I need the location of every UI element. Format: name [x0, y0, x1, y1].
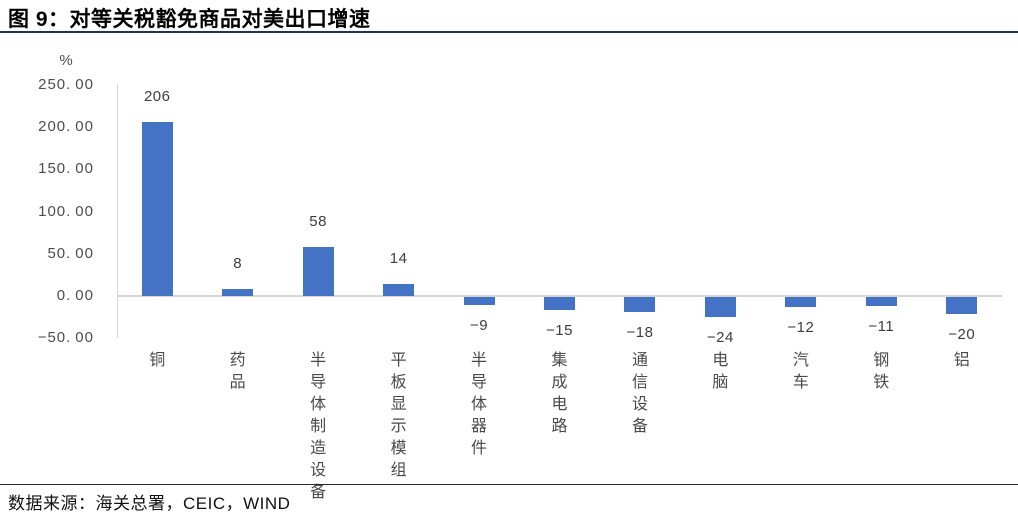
data-source: 数据来源：海关总署，CEIC，WIND — [8, 494, 291, 513]
value-label: −11 — [868, 318, 895, 336]
category-label: 半导体制造设备 — [306, 350, 330, 504]
value-label: 8 — [233, 255, 243, 273]
category-label-char: 平 — [390, 352, 407, 369]
category-label: 电脑 — [708, 350, 732, 394]
category-label-char: 信 — [631, 374, 648, 391]
category-label-char: 电 — [712, 352, 729, 369]
category-label-char: 器 — [471, 418, 488, 435]
category-label: 平板显示模组 — [387, 350, 411, 482]
category-label: 钢铁 — [869, 350, 893, 394]
category-label-char: 药 — [229, 352, 246, 369]
bar — [946, 297, 978, 314]
bar — [865, 297, 897, 307]
figure-title: 图 9：对等关税豁免商品对美出口增速 — [8, 8, 371, 31]
category-label: 铜 — [145, 350, 169, 372]
value-label: −20 — [948, 325, 976, 343]
category-label-char: 通 — [631, 352, 648, 369]
category-label-char: 件 — [471, 440, 488, 457]
category-label: 铝 — [950, 350, 974, 372]
y-tick-label: 0. 00 — [56, 287, 94, 304]
y-tick-label: 250. 00 — [38, 76, 94, 93]
category-label-char: 铝 — [953, 352, 970, 369]
value-label: 14 — [389, 250, 408, 268]
category-label: 药品 — [226, 350, 250, 394]
category-label-char: 体 — [471, 396, 488, 413]
category-label-char: 板 — [390, 374, 407, 391]
category-label-char: 钢 — [873, 352, 890, 369]
category-label-char: 示 — [390, 418, 407, 435]
category-label-char: 铁 — [873, 374, 890, 391]
category-label-char: 体 — [310, 396, 327, 413]
category-label-char: 设 — [310, 462, 327, 479]
bar — [141, 122, 173, 296]
category-label-char: 铜 — [149, 352, 166, 369]
category-label-char: 导 — [471, 374, 488, 391]
bar — [785, 297, 817, 308]
category-label-char: 半 — [310, 352, 327, 369]
source-divider — [0, 484, 1018, 485]
value-label: −12 — [787, 319, 815, 337]
category-label-char: 汽 — [792, 352, 809, 369]
y-tick-label: 150. 00 — [38, 160, 94, 178]
bar — [383, 284, 415, 296]
category-label-char: 制 — [310, 418, 327, 435]
y-tick-label: 50. 00 — [47, 244, 94, 262]
x-axis-zero-line — [117, 295, 1002, 297]
category-label-char: 脑 — [712, 374, 729, 391]
category-label-char: 电 — [551, 396, 568, 413]
bar — [302, 247, 334, 296]
category-label-char: 显 — [390, 396, 407, 413]
category-label: 通信设备 — [628, 350, 652, 438]
category-label-char: 半 — [471, 352, 488, 369]
value-label: 206 — [143, 88, 171, 106]
y-tick-label: 200. 00 — [38, 118, 94, 136]
value-label: −18 — [626, 324, 654, 342]
category-label-char: 车 — [792, 374, 809, 391]
category-label-char: 设 — [631, 396, 648, 413]
value-label: −24 — [706, 329, 734, 347]
bar — [624, 297, 656, 313]
category-label: 集成电路 — [548, 350, 572, 438]
y-axis-unit-label: % — [59, 52, 73, 69]
category-label-char: 集 — [551, 352, 568, 369]
category-label-char: 备 — [310, 484, 327, 501]
category-label: 汽车 — [789, 350, 813, 394]
bar — [544, 297, 575, 310]
y-tick-label: −50. 00 — [37, 329, 94, 347]
category-label-char: 成 — [551, 374, 568, 391]
category-label-char: 品 — [229, 374, 246, 391]
category-label-char: 造 — [310, 440, 327, 457]
category-label-char: 路 — [551, 418, 568, 435]
y-axis-line — [117, 84, 118, 338]
title-divider — [0, 31, 1018, 33]
category-label-char: 导 — [310, 374, 327, 391]
value-label: 58 — [309, 213, 327, 231]
category-label-char: 模 — [390, 440, 407, 457]
value-label: −9 — [469, 316, 489, 334]
y-tick-label: 100. 00 — [38, 202, 94, 220]
bar — [704, 297, 736, 318]
category-label: 半导体器件 — [467, 350, 491, 460]
bar — [463, 297, 495, 305]
category-label-char: 备 — [631, 418, 648, 435]
value-label: −15 — [546, 321, 573, 339]
category-label-char: 组 — [390, 462, 407, 479]
bar — [222, 289, 254, 296]
